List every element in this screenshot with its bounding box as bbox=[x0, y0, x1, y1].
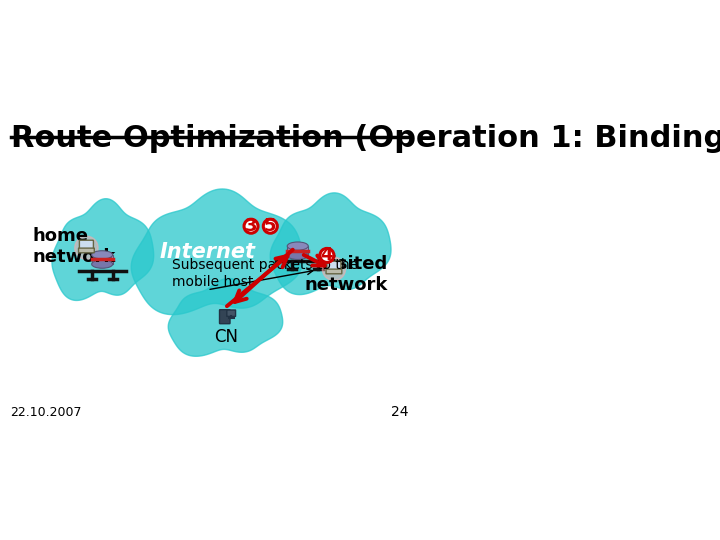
FancyBboxPatch shape bbox=[326, 269, 342, 274]
Text: 3: 3 bbox=[245, 217, 257, 235]
Text: visited
network: visited network bbox=[305, 255, 388, 294]
Ellipse shape bbox=[91, 260, 112, 268]
Polygon shape bbox=[131, 189, 303, 315]
Circle shape bbox=[244, 219, 258, 233]
FancyBboxPatch shape bbox=[220, 310, 230, 323]
Circle shape bbox=[320, 248, 334, 262]
Text: 5: 5 bbox=[264, 217, 276, 235]
Polygon shape bbox=[168, 279, 283, 356]
Circle shape bbox=[264, 219, 277, 233]
Text: Subsequent packets to the
mobile host: Subsequent packets to the mobile host bbox=[172, 259, 359, 289]
Circle shape bbox=[323, 257, 346, 280]
FancyBboxPatch shape bbox=[227, 310, 235, 316]
FancyBboxPatch shape bbox=[79, 240, 94, 251]
Polygon shape bbox=[52, 199, 153, 300]
Ellipse shape bbox=[91, 251, 112, 259]
FancyBboxPatch shape bbox=[287, 246, 308, 255]
Text: home
network: home network bbox=[32, 227, 115, 266]
FancyBboxPatch shape bbox=[91, 255, 112, 264]
Text: 4: 4 bbox=[320, 246, 333, 265]
Ellipse shape bbox=[287, 251, 308, 260]
Text: 24: 24 bbox=[391, 406, 409, 420]
Circle shape bbox=[75, 236, 98, 260]
Polygon shape bbox=[270, 193, 391, 295]
Text: CN: CN bbox=[215, 328, 238, 346]
Ellipse shape bbox=[287, 242, 308, 250]
Text: Internet: Internet bbox=[159, 242, 256, 262]
FancyBboxPatch shape bbox=[327, 261, 341, 272]
Text: Route Optimization (Operation 1: Binding Cache): Route Optimization (Operation 1: Binding… bbox=[11, 124, 720, 153]
FancyBboxPatch shape bbox=[78, 248, 94, 253]
Text: 22.10.2007: 22.10.2007 bbox=[11, 407, 82, 420]
